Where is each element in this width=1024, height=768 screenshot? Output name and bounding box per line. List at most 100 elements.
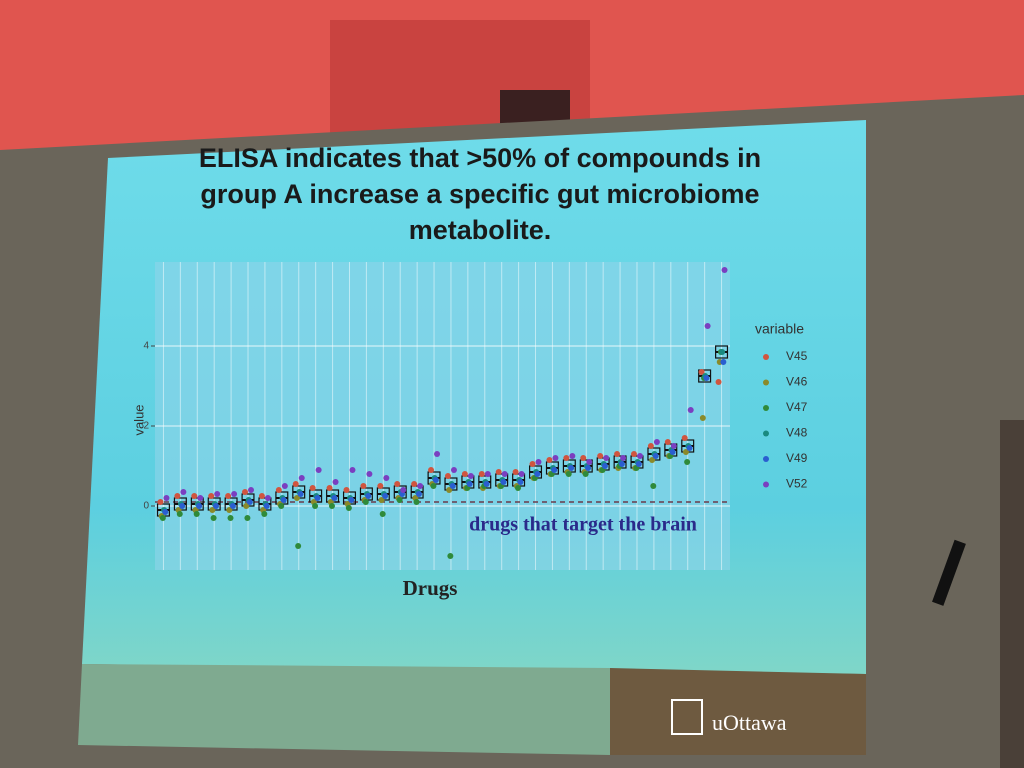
point <box>298 475 305 481</box>
point <box>699 415 706 421</box>
point <box>721 267 728 273</box>
point <box>248 487 255 493</box>
legend-label: V46 <box>786 375 808 389</box>
point <box>382 493 389 499</box>
legend-label: V49 <box>786 451 808 465</box>
point <box>275 487 282 493</box>
point <box>243 503 250 509</box>
point <box>512 469 519 475</box>
point <box>620 455 627 461</box>
legend-label: V48 <box>786 426 808 440</box>
point <box>603 455 610 461</box>
point <box>225 493 232 499</box>
point <box>684 459 691 465</box>
point <box>396 497 403 503</box>
point <box>434 451 441 457</box>
point <box>529 461 536 467</box>
point <box>715 379 722 385</box>
point <box>563 455 570 461</box>
point <box>698 369 705 375</box>
point <box>515 485 522 491</box>
point <box>378 497 385 503</box>
point <box>446 487 453 493</box>
point <box>281 483 288 489</box>
point <box>720 359 727 365</box>
point <box>500 479 507 485</box>
point <box>196 503 203 509</box>
point <box>444 473 451 479</box>
point <box>179 503 186 509</box>
point <box>501 471 508 477</box>
point <box>428 467 435 473</box>
point <box>349 467 356 473</box>
point <box>450 467 457 473</box>
title-box: ELISA indicates that >50% of compounds i… <box>199 143 761 245</box>
point <box>703 375 710 381</box>
point <box>332 479 339 485</box>
point <box>681 435 688 441</box>
point <box>159 515 166 521</box>
x-axis-label: Drugs <box>403 576 458 600</box>
point <box>518 471 525 477</box>
point <box>417 483 424 489</box>
point <box>585 465 592 471</box>
point <box>264 495 271 501</box>
point <box>484 471 491 477</box>
point <box>362 499 369 505</box>
legend-swatch <box>763 354 769 360</box>
point <box>246 499 253 505</box>
point <box>704 323 711 329</box>
plot: 0 2 4 <box>143 262 730 570</box>
point <box>383 475 390 481</box>
point <box>650 483 657 489</box>
point <box>292 481 299 487</box>
point <box>569 453 576 459</box>
legend-label: V52 <box>786 477 808 491</box>
annotation: drugs that target the brain <box>469 514 697 536</box>
point <box>636 453 643 459</box>
point <box>315 467 322 473</box>
slide-footer <box>78 664 610 755</box>
point <box>348 497 355 503</box>
point <box>314 495 321 501</box>
point <box>176 511 183 517</box>
plot-area <box>155 262 730 570</box>
point <box>652 453 659 459</box>
logo-icon <box>671 699 703 735</box>
point <box>580 455 587 461</box>
point <box>227 515 234 521</box>
point <box>687 407 694 413</box>
point <box>649 457 656 463</box>
point <box>162 509 169 515</box>
point <box>210 515 217 521</box>
point <box>686 445 693 451</box>
y-tick-label: 4 <box>143 341 149 352</box>
point <box>618 461 625 467</box>
point <box>461 471 468 477</box>
point <box>174 493 181 499</box>
legend-swatch <box>763 405 769 411</box>
point <box>635 461 642 467</box>
logo: uOttawa <box>712 710 787 735</box>
point <box>430 483 437 489</box>
point <box>197 495 204 501</box>
point <box>242 489 249 495</box>
point <box>212 503 219 509</box>
point <box>309 485 316 491</box>
point <box>411 481 418 487</box>
point <box>400 487 407 493</box>
point <box>483 481 490 487</box>
legend-swatch <box>763 379 769 386</box>
point <box>653 439 660 445</box>
point <box>535 459 542 465</box>
point <box>331 495 338 501</box>
point <box>466 481 473 487</box>
point <box>297 491 304 497</box>
presenter <box>1000 420 1024 768</box>
point <box>415 491 422 497</box>
point <box>517 479 524 485</box>
point <box>586 459 593 465</box>
point <box>413 499 420 505</box>
point <box>546 457 553 463</box>
point <box>669 449 676 455</box>
